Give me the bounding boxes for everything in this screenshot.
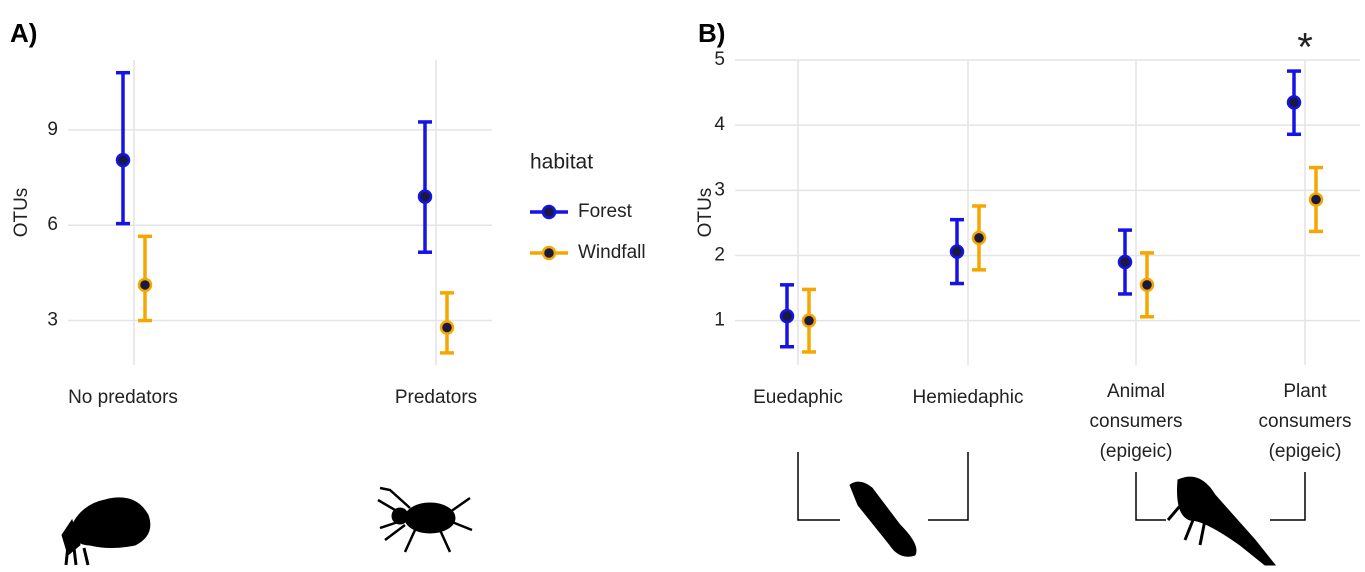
- legend-point: [541, 204, 557, 220]
- y-tick-label: 6: [47, 214, 58, 235]
- panel-label: A): [10, 18, 37, 48]
- legend-point: [541, 245, 557, 261]
- point: [115, 152, 131, 168]
- x-tick-label: No predators: [68, 387, 178, 408]
- point: [1286, 95, 1302, 110]
- legend-title: habitat: [530, 151, 593, 174]
- x-tick-label: Plant: [1283, 381, 1327, 402]
- error-bar: [116, 70, 130, 226]
- point: [417, 189, 433, 204]
- brackets: [797, 452, 1306, 521]
- y-tick-label: 1: [714, 310, 725, 331]
- point: [1117, 254, 1133, 270]
- legend-label: Forest: [578, 201, 633, 222]
- y-axis-label: OTUs: [11, 188, 32, 238]
- panel-label: B): [698, 18, 725, 48]
- x-tick-label: consumers: [1259, 411, 1352, 432]
- point: [1308, 192, 1324, 207]
- point: [779, 308, 795, 324]
- point: [949, 244, 965, 259]
- x-tick-label: (epigeic): [1269, 441, 1342, 462]
- x-tick-label: Animal: [1107, 381, 1165, 402]
- annotation: *: [1297, 26, 1313, 70]
- point: [439, 320, 455, 335]
- silhouettes: [61, 476, 1277, 566]
- y-axis-label: OTUs: [695, 188, 716, 238]
- legend-label: Windfall: [578, 242, 646, 263]
- x-tick-label: Hemiedaphic: [913, 387, 1024, 408]
- x-tick-label: consumers: [1090, 411, 1183, 432]
- point: [137, 277, 153, 293]
- x-tick-label: Predators: [395, 387, 477, 408]
- error-bar: [418, 120, 432, 254]
- x-tick-label: Euedaphic: [753, 387, 843, 408]
- point: [971, 230, 987, 246]
- y-tick-label: 3: [714, 179, 725, 200]
- point: [801, 313, 817, 328]
- x-tick-label: (epigeic): [1100, 441, 1173, 462]
- y-tick-label: 2: [714, 245, 725, 266]
- point: [1139, 277, 1155, 293]
- y-tick-label: 4: [714, 114, 725, 135]
- y-tick-label: 3: [47, 310, 58, 331]
- y-tick-label: 5: [714, 49, 725, 70]
- y-tick-label: 9: [47, 119, 58, 140]
